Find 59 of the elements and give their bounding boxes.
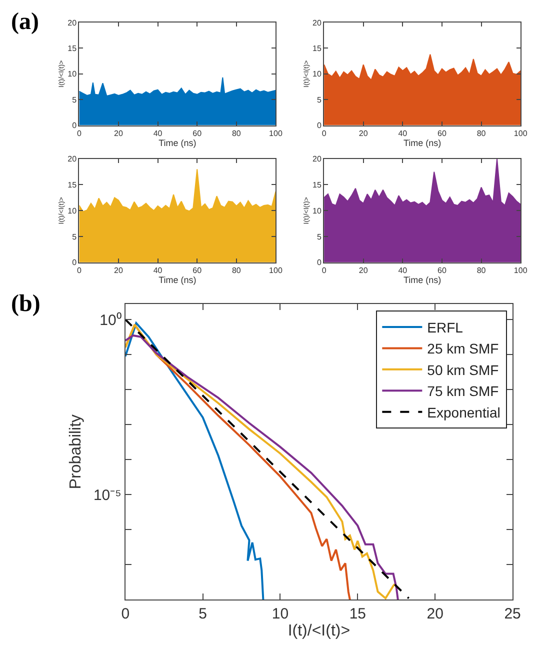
y-tick-label: 0 <box>317 121 322 130</box>
x-tick-label: 80 <box>476 266 486 275</box>
x-axis-title: Time (ns) <box>403 274 442 285</box>
x-tick-label: 80 <box>476 128 486 138</box>
y-tick-label: 20 <box>68 154 78 164</box>
text: (a) <box>11 9 39 35</box>
y-tick-label: 10 <box>68 206 78 216</box>
x-axis-title: Time (ns) <box>403 138 442 148</box>
x-axis-title: Time (ns) <box>158 138 196 148</box>
y-tick-label: 5 <box>317 95 322 104</box>
y-tick-label: 15 <box>312 44 322 53</box>
y-tick-label: 15 <box>68 44 78 53</box>
x-tick-label: 15 <box>349 606 366 623</box>
legend-label: Exponential <box>427 404 500 420</box>
y-tick-label: 5 <box>72 95 78 104</box>
x-tick-label: 100 <box>269 266 283 275</box>
y-tick-label: 15 <box>68 180 78 190</box>
y-tick-label: 20 <box>312 154 322 164</box>
x-tick-label: 40 <box>398 266 408 275</box>
x-tick-label: 80 <box>232 128 242 138</box>
x-tick-label: 10 <box>272 606 289 623</box>
x-tick-label: 40 <box>153 128 163 138</box>
y-tick-label: 10 <box>68 70 78 79</box>
x-tick-label: 60 <box>438 266 447 275</box>
y-tick-label: 15 <box>312 180 322 190</box>
y-tick-label: 10⁻⁵ <box>93 486 122 504</box>
legend-label: ERFL <box>427 319 464 336</box>
y-tick-label: 5 <box>317 232 322 242</box>
y-tick-label: 5 <box>72 232 78 242</box>
x-tick-label: 20 <box>358 128 368 138</box>
legend-label: 75 km SMF <box>427 383 499 400</box>
text: (b) <box>11 291 40 317</box>
x-axis-title: I(t)/<I(t)> <box>288 622 350 640</box>
x-tick-label: 60 <box>438 128 447 138</box>
line-series <box>125 322 264 600</box>
y-tick-label: 20 <box>312 18 322 28</box>
legend-label: 50 km SMF <box>427 362 499 378</box>
y-tick-label: 20 <box>68 18 78 28</box>
x-tick-label: 100 <box>514 128 528 138</box>
x-tick-label: 100 <box>514 266 528 275</box>
x-tick-label: 20 <box>358 266 368 275</box>
x-tick-label: 40 <box>153 266 163 275</box>
x-tick-label: 20 <box>426 606 444 623</box>
legend-label: 25 km SMF <box>427 340 499 357</box>
y-tick-label: 0 <box>72 258 78 268</box>
x-tick-label: 5 <box>198 606 207 623</box>
x-axis-title: Time (ns) <box>158 274 196 285</box>
x-tick-label: 25 <box>504 606 521 623</box>
x-tick-label: 60 <box>192 266 202 275</box>
y-tick-label: 10 <box>312 70 322 79</box>
x-tick-label: 60 <box>192 128 202 138</box>
y-axis-title: Probability <box>67 414 84 490</box>
y-tick-label: 0 <box>72 121 78 130</box>
x-tick-label: 100 <box>269 128 283 138</box>
y-tick-label: 10 <box>312 206 322 216</box>
x-tick-label: 40 <box>398 128 408 138</box>
y-tick-label: 0 <box>317 258 322 268</box>
y-tick-label: 10⁰ <box>100 312 122 329</box>
x-tick-label: 80 <box>232 266 242 275</box>
